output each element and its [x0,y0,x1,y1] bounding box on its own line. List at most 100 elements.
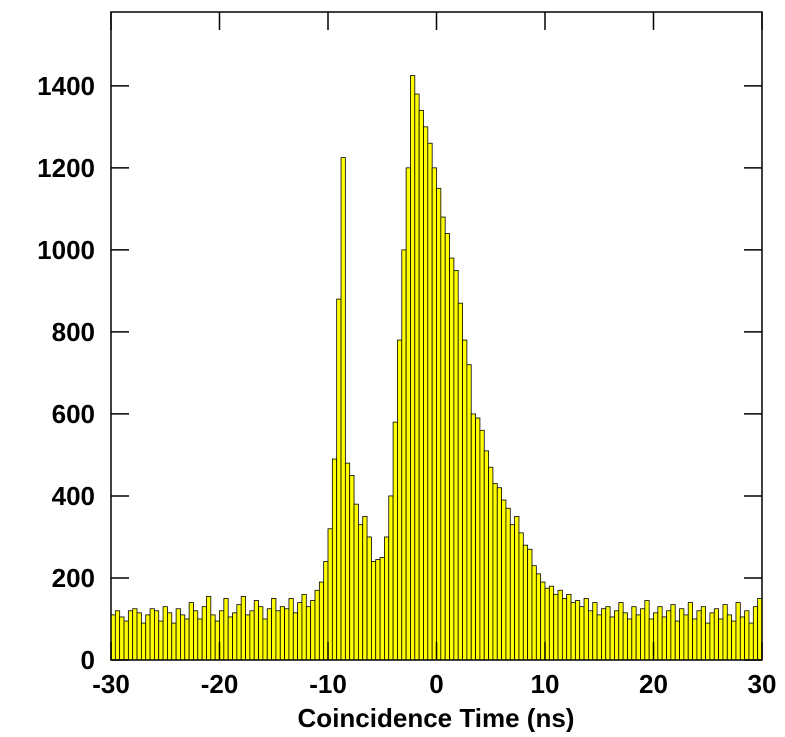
bar [618,602,624,661]
bar [601,608,607,661]
bar [375,559,381,661]
bar [193,610,199,661]
bar [535,573,542,661]
bar [674,620,680,661]
bar [188,602,194,661]
bar [475,417,481,661]
bar [479,429,485,661]
bar [614,610,620,661]
bar [522,544,529,661]
bar [301,593,307,661]
bar [206,596,212,661]
bar [114,610,121,661]
bar [340,157,346,661]
bar [453,269,459,661]
bar [739,616,746,661]
bar [457,302,463,661]
bar [275,610,281,661]
bar [705,622,711,661]
bar [470,413,476,661]
bar [622,612,628,661]
bar [670,604,676,661]
bar [140,622,147,661]
bar [305,606,312,661]
bar [253,600,259,661]
y-tick-label: 0 [81,645,95,675]
y-tick-label: 600 [52,399,95,429]
bar [748,622,754,661]
bar [696,610,702,661]
bar [605,606,611,661]
bar [284,608,290,661]
bar [574,600,581,661]
bar [327,528,333,661]
x-tick-label: -20 [201,669,239,699]
bar [431,167,437,661]
x-tick-label: -10 [309,669,347,699]
bar [488,466,494,661]
y-tick-label: 1400 [37,71,95,101]
bar [566,593,572,661]
bar [531,565,537,661]
bar [171,622,177,661]
bar [405,167,411,661]
bar [735,602,741,661]
bar [713,608,720,661]
bar [483,450,489,661]
bar [388,495,394,661]
bar [414,93,420,661]
bar [687,602,693,661]
x-tick-label: -30 [92,669,130,699]
bar [657,606,663,661]
bar [440,216,446,661]
bar [679,608,685,661]
bar [466,364,472,661]
bar [158,620,164,661]
bar [423,126,429,661]
bar [210,614,216,661]
bar [509,524,516,661]
bar [331,458,338,661]
bar [700,606,706,661]
bar [640,608,646,661]
x-tick-label: 30 [748,669,777,699]
y-tick-label: 200 [52,563,95,593]
y-tick-label: 1200 [37,153,95,183]
bar [401,249,407,661]
bar [362,516,368,661]
bar [496,487,503,661]
bar [579,606,585,661]
bar [635,614,641,661]
bar [692,618,698,661]
x-tick-label: 10 [531,669,560,699]
y-tick-label: 400 [52,481,95,511]
bar [583,598,589,661]
bar [232,612,238,661]
bar [397,339,403,661]
bar [167,612,173,661]
x-tick-label: 20 [639,669,668,699]
bar [366,536,372,661]
bar [527,548,533,661]
bar [184,618,190,661]
bar [379,557,385,661]
bar [722,604,728,661]
bar [344,462,351,661]
bar [588,610,594,661]
bar [492,483,498,661]
y-tick-label: 1000 [37,235,95,265]
bar [310,600,316,661]
bar [258,606,264,661]
bar [418,110,424,661]
bar [262,618,268,661]
bar [596,614,602,661]
bar [553,593,559,661]
bar [149,608,155,661]
bar [609,616,615,661]
bar [592,602,598,661]
bar [245,614,251,661]
bar [297,602,303,661]
bar [570,602,576,661]
bar [627,618,633,661]
